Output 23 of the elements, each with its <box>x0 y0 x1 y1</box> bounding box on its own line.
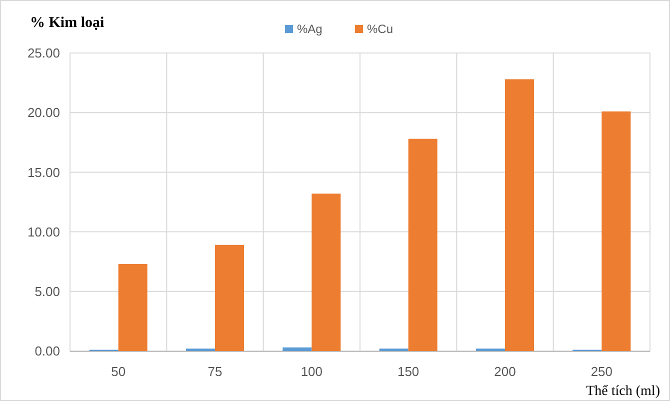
legend-label: %Ag <box>297 22 322 36</box>
bar <box>282 347 312 351</box>
x-tick-label: 200 <box>494 364 516 379</box>
y-tick-label: 15.00 <box>27 164 60 180</box>
x-axis-title: Thể tích (ml) <box>586 384 660 399</box>
y-tick-label: 20.00 <box>27 105 60 120</box>
bar <box>408 138 438 351</box>
y-tick-label: 10.00 <box>27 224 60 240</box>
bar <box>602 111 631 351</box>
x-tick-label: 100 <box>300 364 323 379</box>
bar <box>215 244 244 351</box>
y-tick-label: 0.00 <box>34 344 60 359</box>
legend-label: %Cu <box>367 22 394 36</box>
bar <box>312 194 341 351</box>
x-tick-label: 50 <box>111 364 126 379</box>
x-tick-label: 75 <box>208 364 222 379</box>
bar <box>505 79 534 351</box>
x-tick-label: 150 <box>397 364 420 379</box>
x-tick-label: 250 <box>590 364 613 379</box>
y-tick-label: 25.00 <box>27 46 60 61</box>
y-axis-title: % Kim loại <box>30 15 104 31</box>
y-tick-label: 5.00 <box>34 284 60 299</box>
bar <box>118 264 148 351</box>
